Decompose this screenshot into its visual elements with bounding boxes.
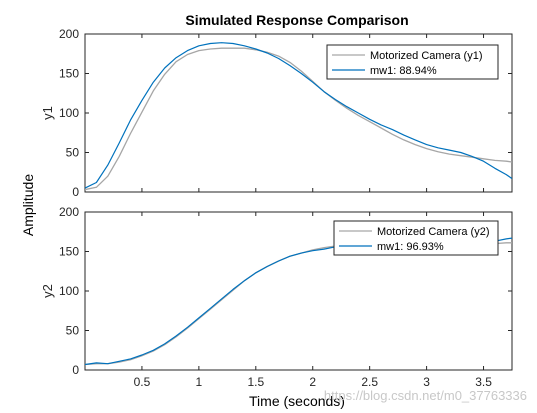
legend-entry: Motorized Camera (y1) bbox=[370, 50, 482, 62]
y-axis-label: y1 bbox=[40, 106, 55, 120]
series-line-measured bbox=[85, 47, 512, 191]
x-tick-label: 2.5 bbox=[361, 375, 378, 389]
axes-1: 0 50 100 150 200 y1 Motorized Camera (y1) mw1: … bbox=[40, 27, 513, 199]
x-tick-label: 3 bbox=[423, 375, 430, 389]
legend-box bbox=[333, 220, 499, 256]
x-tick-label: 1 bbox=[196, 375, 203, 389]
y-tick-label: 150 bbox=[59, 67, 79, 81]
y-tick-label: 0 bbox=[72, 363, 79, 377]
legend-entry: Motorized Camera (y2) bbox=[377, 226, 489, 238]
y-tick-label: 50 bbox=[66, 324, 80, 338]
legend: Motorized Camera (y1) mw1: 88.94% bbox=[326, 44, 499, 80]
legend: Motorized Camera (y2) mw1: 96.93% bbox=[333, 220, 499, 256]
x-tick-label: 0.5 bbox=[134, 375, 151, 389]
y-tick-label: 0 bbox=[72, 185, 79, 199]
watermark: https://blog.csdn.net/m0_37763336 bbox=[324, 388, 527, 403]
x-axis-label: Time (seconds) bbox=[249, 393, 345, 409]
x-tick-label: 1.5 bbox=[247, 375, 264, 389]
legend-entry: mw1: 88.94% bbox=[370, 65, 437, 77]
y-tick-label: 100 bbox=[59, 284, 79, 298]
chart-title: Simulated Response Comparison bbox=[185, 12, 408, 28]
legend-entry: mw1: 96.93% bbox=[377, 241, 444, 253]
y-tick-label: 50 bbox=[66, 146, 80, 160]
y-tick-label: 150 bbox=[59, 245, 79, 259]
shared-y-axis-label: Amplitude bbox=[20, 174, 36, 236]
x-tick-label: 2 bbox=[309, 375, 316, 389]
y-tick-label: 200 bbox=[59, 27, 79, 41]
x-tick-label: 3.5 bbox=[475, 375, 492, 389]
y-tick-label: 100 bbox=[59, 106, 79, 120]
axes-2: 0.5 1 1.5 2 2.5 3 3.5 0 50 100 150 200 y2 Motorized C… bbox=[40, 205, 513, 389]
series-line-model bbox=[85, 42, 512, 189]
y-tick-label: 200 bbox=[59, 205, 79, 219]
legend-box bbox=[326, 44, 499, 80]
y-axis-label: y2 bbox=[40, 284, 55, 298]
